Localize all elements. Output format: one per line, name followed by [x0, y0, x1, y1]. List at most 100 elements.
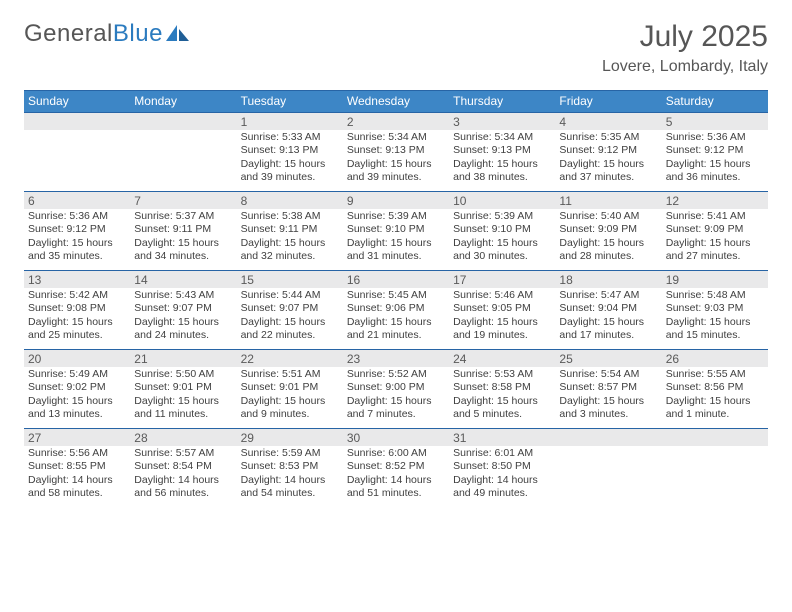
day-day2: and 39 minutes.: [241, 171, 339, 184]
day-sunset: Sunset: 9:01 PM: [241, 381, 339, 394]
day-day2: and 28 minutes.: [559, 250, 657, 263]
day-sunset: Sunset: 9:13 PM: [453, 144, 551, 157]
day-day2: and 19 minutes.: [453, 329, 551, 342]
day-number: 14: [130, 271, 236, 288]
day-cell: 7Sunrise: 5:37 AMSunset: 9:11 PMDaylight…: [130, 192, 236, 270]
day-sunset: Sunset: 9:06 PM: [347, 302, 445, 315]
day-sunset: Sunset: 9:12 PM: [559, 144, 657, 157]
day-sunrise: Sunrise: 5:50 AM: [134, 368, 232, 381]
day-day1: Daylight: 15 hours: [453, 395, 551, 408]
day-day2: and 25 minutes.: [28, 329, 126, 342]
day-number: 7: [130, 192, 236, 209]
day-sunset: Sunset: 9:12 PM: [666, 144, 764, 157]
day-sunset: Sunset: 9:00 PM: [347, 381, 445, 394]
day-sunset: Sunset: 8:55 PM: [28, 460, 126, 473]
day-day1: Daylight: 15 hours: [666, 237, 764, 250]
day-sunset: Sunset: 9:04 PM: [559, 302, 657, 315]
day-sunset: Sunset: 9:08 PM: [28, 302, 126, 315]
day-number: 24: [449, 350, 555, 367]
day-cell: 29Sunrise: 5:59 AMSunset: 8:53 PMDayligh…: [237, 429, 343, 507]
day-day1: Daylight: 15 hours: [666, 158, 764, 171]
day-cell: 30Sunrise: 6:00 AMSunset: 8:52 PMDayligh…: [343, 429, 449, 507]
day-cell: 12Sunrise: 5:41 AMSunset: 9:09 PMDayligh…: [662, 192, 768, 270]
day-day1: Daylight: 15 hours: [134, 316, 232, 329]
day-cell: 26Sunrise: 5:55 AMSunset: 8:56 PMDayligh…: [662, 350, 768, 428]
day-day1: Daylight: 15 hours: [28, 395, 126, 408]
day-sunset: Sunset: 9:13 PM: [347, 144, 445, 157]
day-cell: 23Sunrise: 5:52 AMSunset: 9:00 PMDayligh…: [343, 350, 449, 428]
day-cell: 6Sunrise: 5:36 AMSunset: 9:12 PMDaylight…: [24, 192, 130, 270]
day-cell: [24, 113, 130, 191]
calendar: Sunday Monday Tuesday Wednesday Thursday…: [24, 90, 768, 507]
day-day2: and 11 minutes.: [134, 408, 232, 421]
day-body: Sunrise: 5:40 AMSunset: 9:09 PMDaylight:…: [555, 209, 661, 266]
day-cell: 31Sunrise: 6:01 AMSunset: 8:50 PMDayligh…: [449, 429, 555, 507]
day-sunset: Sunset: 9:03 PM: [666, 302, 764, 315]
day-number: 5: [662, 113, 768, 130]
day-sunrise: Sunrise: 5:44 AM: [241, 289, 339, 302]
week-row: 13Sunrise: 5:42 AMSunset: 9:08 PMDayligh…: [24, 270, 768, 349]
day-body: Sunrise: 5:54 AMSunset: 8:57 PMDaylight:…: [555, 367, 661, 424]
day-day2: and 58 minutes.: [28, 487, 126, 500]
day-day1: Daylight: 15 hours: [134, 237, 232, 250]
day-day1: Daylight: 14 hours: [241, 474, 339, 487]
day-sunset: Sunset: 9:10 PM: [347, 223, 445, 236]
day-number: 28: [130, 429, 236, 446]
day-sunrise: Sunrise: 5:43 AM: [134, 289, 232, 302]
day-sunrise: Sunrise: 6:00 AM: [347, 447, 445, 460]
day-day1: Daylight: 14 hours: [28, 474, 126, 487]
day-body: Sunrise: 5:45 AMSunset: 9:06 PMDaylight:…: [343, 288, 449, 345]
day-body: Sunrise: 5:42 AMSunset: 9:08 PMDaylight:…: [24, 288, 130, 345]
day-day2: and 13 minutes.: [28, 408, 126, 421]
dow-cell: Wednesday: [343, 91, 449, 112]
day-number: 29: [237, 429, 343, 446]
day-body: Sunrise: 5:47 AMSunset: 9:04 PMDaylight:…: [555, 288, 661, 345]
day-number: 13: [24, 271, 130, 288]
day-cell: 16Sunrise: 5:45 AMSunset: 9:06 PMDayligh…: [343, 271, 449, 349]
day-body: Sunrise: 5:37 AMSunset: 9:11 PMDaylight:…: [130, 209, 236, 266]
day-number: 16: [343, 271, 449, 288]
day-body: Sunrise: 5:52 AMSunset: 9:00 PMDaylight:…: [343, 367, 449, 424]
day-body: Sunrise: 5:38 AMSunset: 9:11 PMDaylight:…: [237, 209, 343, 266]
day-sunrise: Sunrise: 5:53 AM: [453, 368, 551, 381]
day-cell: 22Sunrise: 5:51 AMSunset: 9:01 PMDayligh…: [237, 350, 343, 428]
day-sunrise: Sunrise: 5:41 AM: [666, 210, 764, 223]
month-title: July 2025: [602, 20, 768, 54]
logo-part1: General: [24, 20, 113, 47]
day-day2: and 22 minutes.: [241, 329, 339, 342]
day-cell: [130, 113, 236, 191]
day-day2: and 17 minutes.: [559, 329, 657, 342]
day-sunset: Sunset: 9:13 PM: [241, 144, 339, 157]
day-sunset: Sunset: 9:02 PM: [28, 381, 126, 394]
dow-cell: Sunday: [24, 91, 130, 112]
day-number: 30: [343, 429, 449, 446]
day-body: Sunrise: 5:39 AMSunset: 9:10 PMDaylight:…: [343, 209, 449, 266]
day-number: [130, 113, 236, 130]
day-day2: and 34 minutes.: [134, 250, 232, 263]
day-sunrise: Sunrise: 5:42 AM: [28, 289, 126, 302]
day-day1: Daylight: 15 hours: [666, 395, 764, 408]
day-number: 21: [130, 350, 236, 367]
day-sunset: Sunset: 8:58 PM: [453, 381, 551, 394]
day-sunset: Sunset: 9:07 PM: [134, 302, 232, 315]
day-body: Sunrise: 6:01 AMSunset: 8:50 PMDaylight:…: [449, 446, 555, 503]
day-sunrise: Sunrise: 5:38 AM: [241, 210, 339, 223]
day-cell: 18Sunrise: 5:47 AMSunset: 9:04 PMDayligh…: [555, 271, 661, 349]
day-sunrise: Sunrise: 5:59 AM: [241, 447, 339, 460]
day-sunrise: Sunrise: 6:01 AM: [453, 447, 551, 460]
day-cell: 3Sunrise: 5:34 AMSunset: 9:13 PMDaylight…: [449, 113, 555, 191]
day-day1: Daylight: 15 hours: [559, 395, 657, 408]
day-sunset: Sunset: 9:10 PM: [453, 223, 551, 236]
day-sunset: Sunset: 9:09 PM: [666, 223, 764, 236]
day-sunset: Sunset: 9:12 PM: [28, 223, 126, 236]
day-sunrise: Sunrise: 5:36 AM: [666, 131, 764, 144]
day-cell: 10Sunrise: 5:39 AMSunset: 9:10 PMDayligh…: [449, 192, 555, 270]
day-body: Sunrise: 5:57 AMSunset: 8:54 PMDaylight:…: [130, 446, 236, 503]
day-number: 22: [237, 350, 343, 367]
day-day1: Daylight: 15 hours: [453, 158, 551, 171]
day-day1: Daylight: 15 hours: [241, 395, 339, 408]
day-number: [24, 113, 130, 130]
day-number: 26: [662, 350, 768, 367]
week-row: 27Sunrise: 5:56 AMSunset: 8:55 PMDayligh…: [24, 428, 768, 507]
day-day2: and 21 minutes.: [347, 329, 445, 342]
